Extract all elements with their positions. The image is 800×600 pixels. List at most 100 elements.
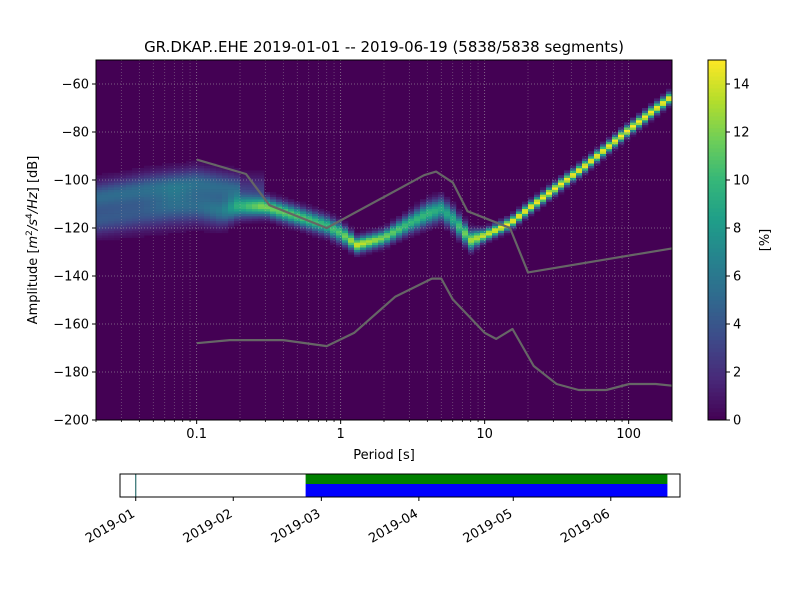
heatmap-cell — [528, 196, 535, 200]
colorbar-segment — [708, 68, 726, 73]
heatmap-cell — [204, 223, 211, 226]
colorbar-segment — [708, 320, 726, 325]
heatmap-cell — [120, 220, 127, 224]
heatmap-cell — [264, 194, 271, 198]
heatmap-cell — [234, 206, 241, 210]
heatmap-cell — [450, 211, 457, 214]
heatmap-cell — [486, 228, 493, 231]
heatmap-cell — [180, 218, 187, 222]
heatmap-cell — [432, 199, 439, 202]
heatmap-cell — [282, 225, 289, 229]
heatmap-cell — [276, 216, 283, 219]
heatmap-cell — [120, 184, 127, 188]
heatmap-cell — [240, 194, 247, 198]
heatmap-cell — [138, 172, 145, 176]
heatmap-cell — [342, 235, 349, 238]
colorbar-segment — [708, 300, 726, 305]
heatmap-cell — [258, 180, 265, 183]
heatmap-cell — [492, 232, 499, 236]
heatmap-cell — [126, 177, 133, 181]
heatmap-cell — [648, 105, 655, 109]
heatmap-cell — [342, 228, 349, 231]
heatmap-cell — [270, 194, 277, 198]
heatmap-cell — [210, 194, 217, 198]
heatmap-cell — [408, 218, 415, 222]
heatmap-cell — [264, 220, 271, 224]
heatmap-cell — [120, 223, 127, 226]
colorbar-segment — [708, 376, 726, 381]
heatmap-cell — [144, 192, 151, 195]
heatmap-cell — [240, 218, 247, 222]
heatmap-cell — [222, 180, 229, 183]
heatmap-cell — [420, 223, 427, 226]
heatmap-cell — [630, 117, 637, 121]
colorbar-segment — [708, 176, 726, 181]
heatmap-cell — [150, 189, 157, 193]
heatmap-cell — [240, 220, 247, 224]
heatmap-cell — [642, 112, 649, 116]
heatmap-cell — [630, 134, 637, 138]
heatmap-cell — [570, 180, 577, 183]
heatmap-cell — [276, 218, 283, 222]
heatmap-cell — [402, 223, 409, 226]
heatmap-cell — [114, 213, 121, 217]
colorbar-segment — [708, 164, 726, 169]
heatmap-cell — [96, 189, 103, 193]
heatmap-cell — [228, 182, 235, 186]
heatmap-cell — [432, 220, 439, 224]
heatmap-cell — [222, 177, 229, 181]
heatmap-cell — [534, 201, 541, 205]
heatmap-cell — [150, 213, 157, 217]
heatmap-cell — [258, 177, 265, 181]
heatmap-cell — [102, 201, 109, 205]
heatmap-cell — [198, 177, 205, 181]
gridlines — [95, 60, 673, 421]
heatmap-cell — [396, 230, 403, 234]
heatmap-cell — [162, 232, 169, 236]
heatmap-cell — [276, 211, 283, 214]
heatmap-cell — [180, 208, 187, 212]
heatmap-cell — [258, 196, 265, 200]
heatmap-cell — [522, 211, 529, 214]
heatmap-cell — [558, 192, 565, 195]
heatmap-cell — [474, 230, 481, 234]
heatmap-cell — [318, 223, 325, 226]
colorbar-tick-label: 6 — [733, 270, 741, 285]
heatmap-cell — [534, 199, 541, 202]
heatmap-cell — [108, 199, 115, 202]
heatmap-cell — [246, 213, 253, 217]
colorbar-segment — [708, 372, 726, 377]
heatmap-cell — [540, 187, 547, 190]
heatmap-cell — [510, 218, 517, 222]
colorbar-segment — [708, 392, 726, 397]
heatmap-cell — [348, 244, 355, 248]
heatmap-cell — [234, 172, 241, 176]
heatmap-cell — [396, 240, 403, 243]
heatmap-cell — [540, 194, 547, 198]
heatmap-cell — [492, 225, 499, 229]
heatmap-cell — [480, 242, 487, 246]
heatmap-cell — [342, 237, 349, 241]
heatmap-cell — [102, 211, 109, 214]
heatmap-cell — [462, 225, 469, 229]
heatmap-cell — [588, 151, 595, 154]
heatmap-cell — [438, 211, 445, 214]
colorbar-segment — [708, 220, 726, 225]
heatmap-cell — [240, 201, 247, 205]
heatmap-cell — [642, 115, 649, 118]
heatmap-cell — [426, 206, 433, 210]
heatmap-cell — [396, 225, 403, 229]
heatmap-cell — [162, 172, 169, 176]
heatmap-cell — [276, 204, 283, 207]
heatmap-cell — [204, 218, 211, 222]
heatmap-cell — [288, 201, 295, 205]
heatmap-cell — [204, 187, 211, 190]
heatmap-cell — [330, 213, 337, 217]
heatmap-cell — [162, 213, 169, 217]
heatmap-cell — [438, 213, 445, 217]
heatmap-cell — [516, 218, 523, 222]
heatmap-cell — [258, 201, 265, 205]
heatmap-cell — [588, 168, 595, 171]
heatmap-cell — [108, 177, 115, 181]
heatmap-cell — [222, 175, 229, 178]
